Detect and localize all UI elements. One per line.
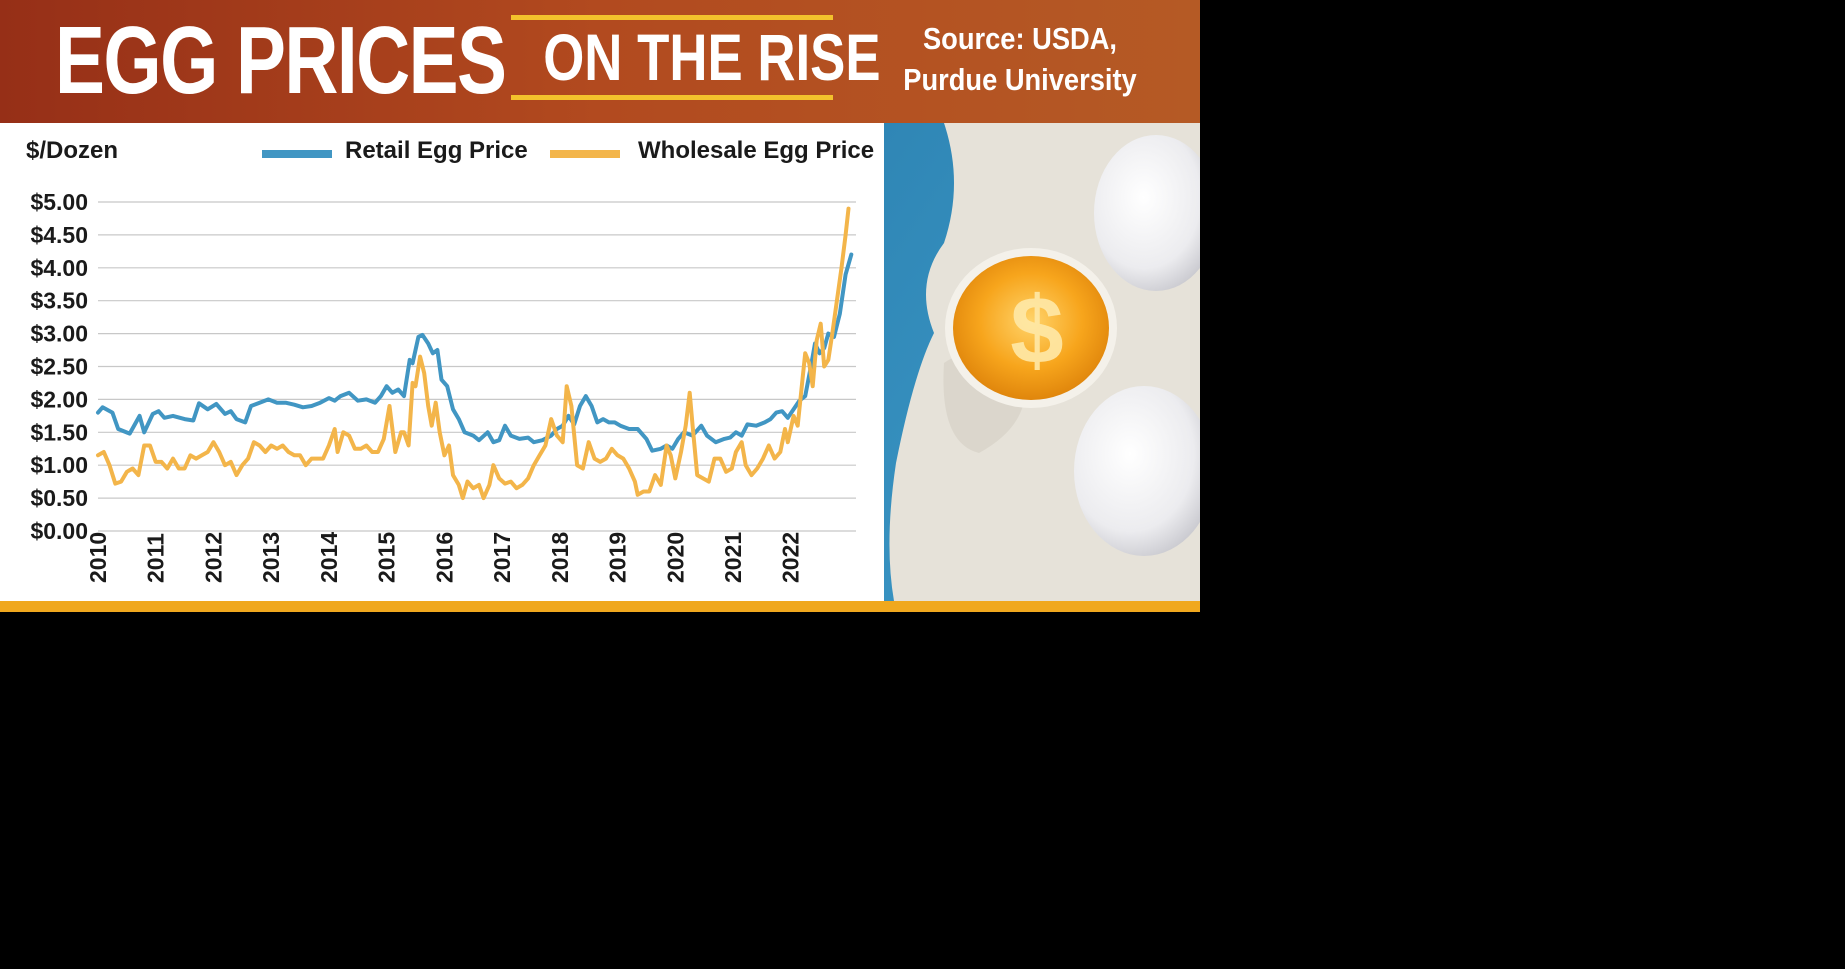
x-tick-label: 2013 (258, 532, 284, 583)
y-tick-label: $1.50 (30, 419, 88, 445)
x-tick-label: 2011 (143, 533, 169, 583)
y-axis-ticks: $0.00 $0.50 $1.00 $1.50 $2.00 $2.50 $3.00 $3.50… (30, 189, 88, 544)
x-tick-label: 2018 (547, 532, 573, 583)
y-axis-label: $/Dozen (26, 137, 118, 164)
y-tick-label: $4.50 (30, 222, 88, 248)
y-tick-label: $0.50 (30, 485, 88, 511)
retail-price-line (96, 252, 854, 453)
price-line-chart: $0.00 $0.50 $1.00 $1.50 $2.00 $2.50 $3.00 $3.50… (26, 137, 874, 583)
egg-bottom (1074, 386, 1200, 556)
infographic: EGG PRICES ON THE RISE Source: USDA, Pur… (0, 0, 1200, 612)
y-tick-label: $4.00 (30, 255, 88, 281)
egg-yolk (953, 256, 1109, 400)
x-tick-label: 2019 (605, 532, 631, 583)
y-tick-label: $0.00 (30, 518, 88, 544)
y-tick-label: $2.50 (30, 354, 88, 380)
bottom-accent-bar (0, 601, 1200, 612)
dollar-sign-icon: $ (1010, 277, 1063, 384)
x-tick-label: 2021 (720, 532, 746, 583)
y-tick-label: $1.00 (30, 452, 88, 478)
title-banner: EGG PRICES ON THE RISE Source: USDA, Pur… (0, 0, 1200, 123)
x-tick-label: 2012 (200, 532, 226, 583)
x-tick-label: 2022 (778, 532, 804, 583)
x-axis-ticks: 2010 2011 2012 2013 2014 2015 2016 2017 2018 2019… (85, 532, 804, 583)
egg-carton-photo: $ (884, 123, 1200, 601)
y-tick-label: $3.50 (30, 288, 88, 314)
banner-subtitle: ON THE RISE (543, 20, 881, 94)
x-tick-label: 2020 (662, 532, 688, 583)
legend-label-retail: Retail Egg Price (345, 137, 528, 164)
x-tick-label: 2015 (374, 532, 400, 583)
egg-carton-illustration: $ (884, 123, 1200, 601)
chart-legend: Retail Egg Price Wholesale Egg Price (262, 137, 874, 164)
legend-swatch-retail (262, 150, 332, 158)
x-tick-label: 2017 (489, 532, 515, 583)
grid-lines (98, 201, 856, 532)
y-tick-label: $3.00 (30, 321, 88, 347)
source-line-1: Source: USDA, (922, 21, 1118, 56)
source-line-2: Purdue University (903, 62, 1137, 97)
banner-title: EGG PRICES (55, 7, 507, 114)
legend-label-wholesale: Wholesale Egg Price (638, 137, 874, 164)
x-tick-label: 2014 (316, 532, 342, 583)
legend-swatch-wholesale (550, 150, 620, 158)
source-credit: Source: USDA, Purdue University (880, 18, 1160, 100)
egg-top (1094, 135, 1200, 291)
wholesale-price-line (96, 206, 851, 501)
y-tick-label: $5.00 (30, 189, 88, 215)
x-tick-label: 2010 (85, 532, 111, 583)
x-tick-label: 2016 (431, 532, 457, 583)
subtitle-frame: ON THE RISE (511, 15, 881, 100)
y-tick-label: $2.00 (30, 386, 88, 412)
series-lines (96, 206, 854, 501)
